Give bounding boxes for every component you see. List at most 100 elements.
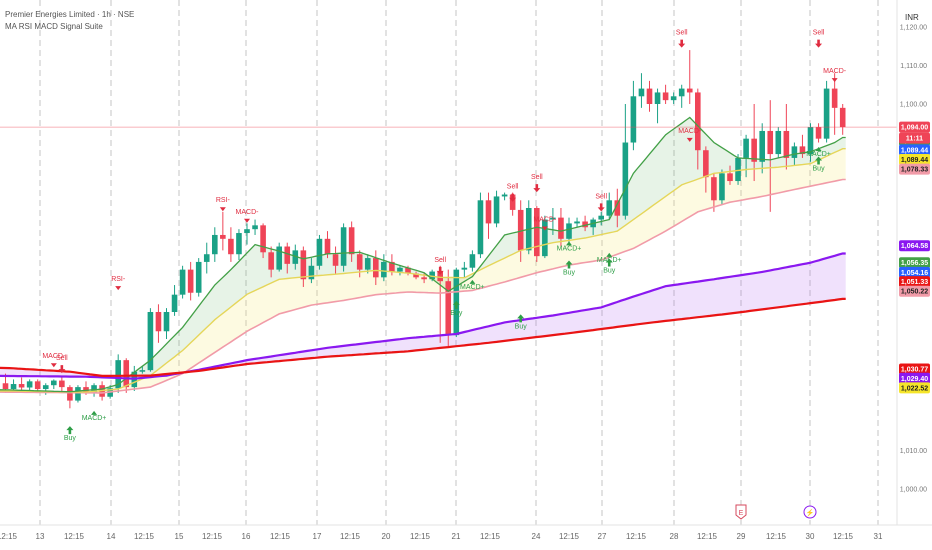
time-tick-label: 27 [598, 532, 607, 541]
candle-body [686, 88, 693, 93]
price-tag [899, 153, 930, 165]
sell-signal-label: Sell [56, 355, 68, 362]
price-tag [899, 121, 930, 133]
candle-body [51, 380, 57, 386]
event-symbol: E [739, 510, 744, 517]
candle-body [630, 96, 637, 143]
candle-body [332, 254, 339, 266]
time-tick-label: 21 [452, 532, 461, 541]
candle-body [719, 173, 725, 201]
candle-body [614, 200, 621, 216]
candle-body [695, 92, 701, 151]
down-triangle-icon [219, 207, 226, 212]
candle-body [179, 269, 186, 295]
price-tag-text: 1,030.77 [901, 367, 928, 374]
candle-body [501, 194, 508, 197]
price-tag [899, 363, 930, 375]
candle-body [340, 227, 347, 266]
candle-body [203, 254, 210, 262]
candle-body [461, 267, 468, 270]
ribbon-100-200 [0, 253, 846, 379]
candle-body [59, 380, 65, 388]
candle-body [252, 225, 258, 230]
indicator-sell-label: MACD- [42, 353, 66, 360]
candle-body [791, 146, 798, 158]
candle-body [163, 312, 170, 332]
sell-arrow-icon [678, 39, 686, 48]
time-tick-label: 20 [382, 532, 391, 541]
candle-body [767, 130, 774, 155]
time-tick-label: 16 [242, 532, 251, 541]
candle-body [509, 194, 516, 210]
event-symbol: ⚡ [806, 508, 815, 517]
ema-slow-line [0, 178, 846, 394]
price-tag-text: 1,089.44 [901, 147, 928, 154]
price-tag [899, 266, 930, 278]
price-tag-text: 1,029.40 [901, 376, 928, 383]
price-tag-text: 1,078.33 [901, 167, 928, 174]
indicator-title[interactable]: MA RSI MACD Signal Suite [5, 22, 103, 31]
time-tick-label: 29 [737, 532, 746, 541]
candle-body [517, 209, 524, 251]
candle-body [195, 261, 202, 293]
time-tick-label: 12:15 [64, 532, 85, 541]
symbol-title[interactable]: Premier Energies Limited · 1h · NSE [5, 10, 135, 19]
macd-buy-label: MACD+ [82, 415, 107, 422]
candle-body [582, 221, 588, 228]
candle-body [284, 246, 291, 264]
sell-arrow-icon [597, 203, 605, 212]
time-tick-label: 31 [874, 532, 883, 541]
candle-body [364, 258, 371, 270]
price-tag [899, 276, 930, 288]
price-tag [899, 163, 930, 175]
candle-body [413, 273, 419, 278]
time-tick-label: 12:15 [626, 532, 647, 541]
time-tick-label: 12:15 [410, 532, 431, 541]
buy-arrow-icon [452, 300, 460, 309]
ma-200-line [0, 297, 846, 377]
time-tick-label: 14 [107, 532, 116, 541]
candle-body [421, 277, 427, 280]
sell-arrow-icon [58, 365, 66, 374]
price-tag-text: 1,051.33 [901, 279, 928, 286]
candle-body [445, 281, 452, 336]
candle-body [348, 227, 355, 255]
event-markers[interactable]: E ⚡ [735, 504, 817, 520]
candle-body [437, 271, 443, 282]
candle-body [324, 238, 331, 255]
candle-body [292, 250, 299, 264]
indicator-sell-label: MACD- [678, 128, 702, 135]
time-tick-label: 12:15 [134, 532, 155, 541]
down-triangle-icon [50, 363, 57, 368]
candle-body [574, 221, 580, 224]
candle-body [236, 233, 242, 255]
up-triangle-icon [469, 279, 476, 284]
time-tick-label: 12:15 [766, 532, 787, 541]
candle-body [429, 271, 435, 280]
price-tag-text: 1,054.16 [901, 270, 928, 277]
candle-body [735, 157, 741, 182]
candle-body [115, 360, 121, 389]
candle-body [10, 384, 17, 390]
buy-signal-label: Buy [450, 310, 463, 317]
candle-body [807, 127, 814, 155]
buy-signal-label: Buy [64, 435, 77, 442]
candle-body [542, 219, 548, 257]
time-tick-label: 30 [806, 532, 815, 541]
up-triangle-icon [566, 241, 572, 246]
candle-body [783, 130, 790, 158]
time-axis[interactable]: 12:15 13 12:15 14 12:15 15 12:15 16 12:15 17 12:15… [0, 524, 932, 541]
candle-body [91, 385, 97, 393]
candle-body [550, 217, 556, 220]
price-axis[interactable]: 1,120.00 1,110.00 1,100.00 1,010.00 1,000.00… [896, 0, 932, 550]
candle-body [493, 196, 500, 224]
candle-body [751, 138, 757, 162]
candle-body [276, 246, 282, 270]
candle-body [727, 173, 733, 182]
sell-signal-label: Sell [434, 257, 446, 264]
time-tick-label: 12:15 [697, 532, 718, 541]
candle-body [123, 360, 130, 388]
time-tick-label: 12:15 [480, 532, 501, 541]
time-tick-label: 28 [670, 532, 679, 541]
